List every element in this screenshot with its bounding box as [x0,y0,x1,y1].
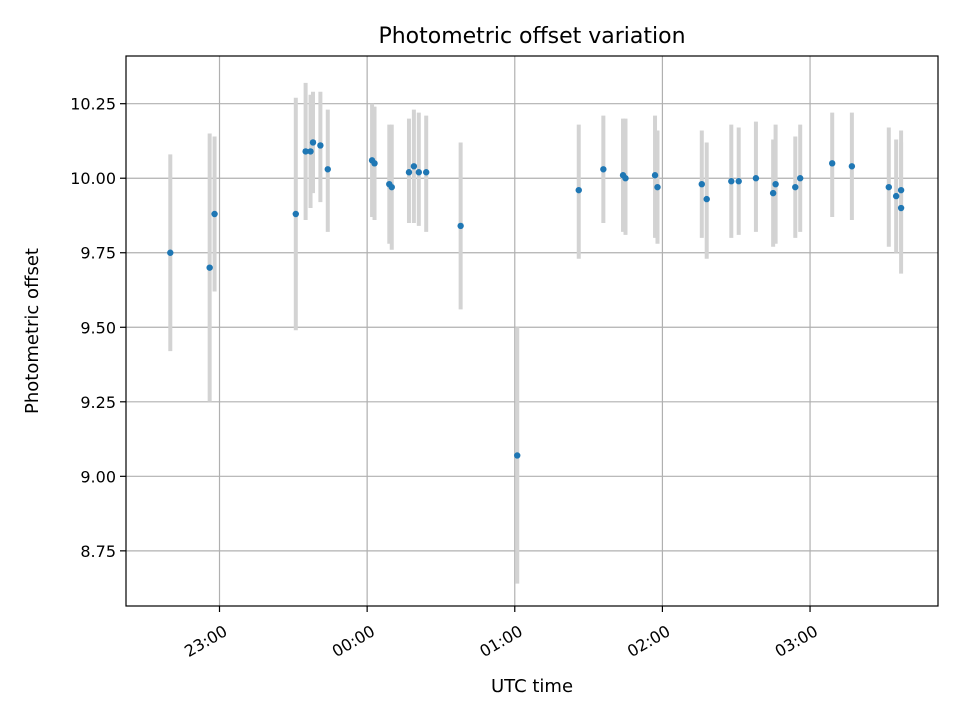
data-point [769,189,777,197]
plot-frame [125,55,939,607]
data-point [600,166,607,173]
data-point [885,183,892,191]
data-point [698,180,705,188]
y-axis-ticks: 8.75 9.00 9.25 9.50 9.75 10.00 10.25 [70,95,126,561]
y-tick-label: 9.75 [80,244,116,263]
grid-lines [126,56,938,606]
data-point [848,163,856,170]
y-tick-label: 10.25 [70,95,116,114]
data-point [897,204,905,212]
data-point [317,142,324,149]
y-axis-label: Photometric offset [22,248,43,414]
data-point [206,264,213,271]
data-point [797,175,804,182]
data-point [514,452,521,459]
y-tick-label: 9.00 [80,467,116,486]
data-point [752,175,760,182]
data-point [405,169,413,176]
data-point [892,192,900,200]
data-points [167,139,905,459]
data-point [622,175,629,182]
data-point [302,148,309,155]
y-tick-label: 10.00 [70,169,116,188]
data-point [654,183,661,191]
data-point [292,210,299,218]
data-point [211,210,218,218]
data-point [371,160,378,167]
data-point [792,183,799,191]
y-tick-label: 8.75 [80,542,116,561]
data-point [309,139,317,146]
data-point [415,169,423,176]
data-point [772,180,779,188]
data-point [828,160,836,167]
data-point [324,166,331,173]
data-point [422,169,430,176]
data-point [167,249,174,256]
y-tick-label: 9.50 [80,318,116,337]
data-point [575,186,582,194]
data-point [307,148,314,155]
data-point [457,222,464,230]
data-point [410,163,418,170]
data-point [735,178,742,185]
data-point [728,178,735,185]
data-point [388,183,395,191]
chart-title: Photometric offset variation [378,24,685,49]
x-axis-label: UTC time [491,676,573,697]
data-point [897,186,905,194]
data-point [703,195,710,203]
data-point [651,172,659,179]
y-tick-label: 9.25 [80,393,116,412]
